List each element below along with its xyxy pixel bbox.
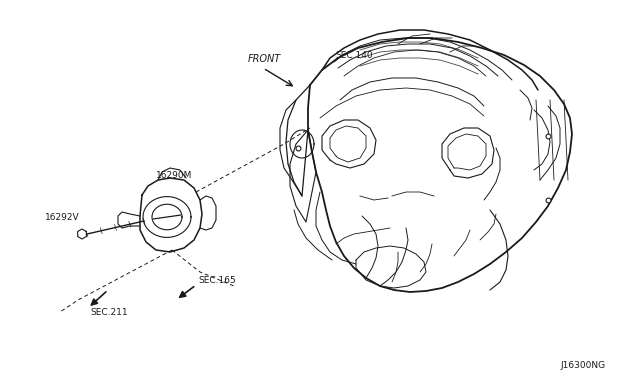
Text: 16290M: 16290M: [156, 171, 193, 180]
Text: SEC.211: SEC.211: [90, 308, 127, 317]
Text: SEC.165: SEC.165: [198, 276, 236, 285]
Text: FRONT: FRONT: [248, 54, 281, 64]
Text: 16292V: 16292V: [45, 213, 79, 222]
Text: J16300NG: J16300NG: [560, 361, 605, 370]
Text: SEC.140: SEC.140: [335, 51, 372, 60]
